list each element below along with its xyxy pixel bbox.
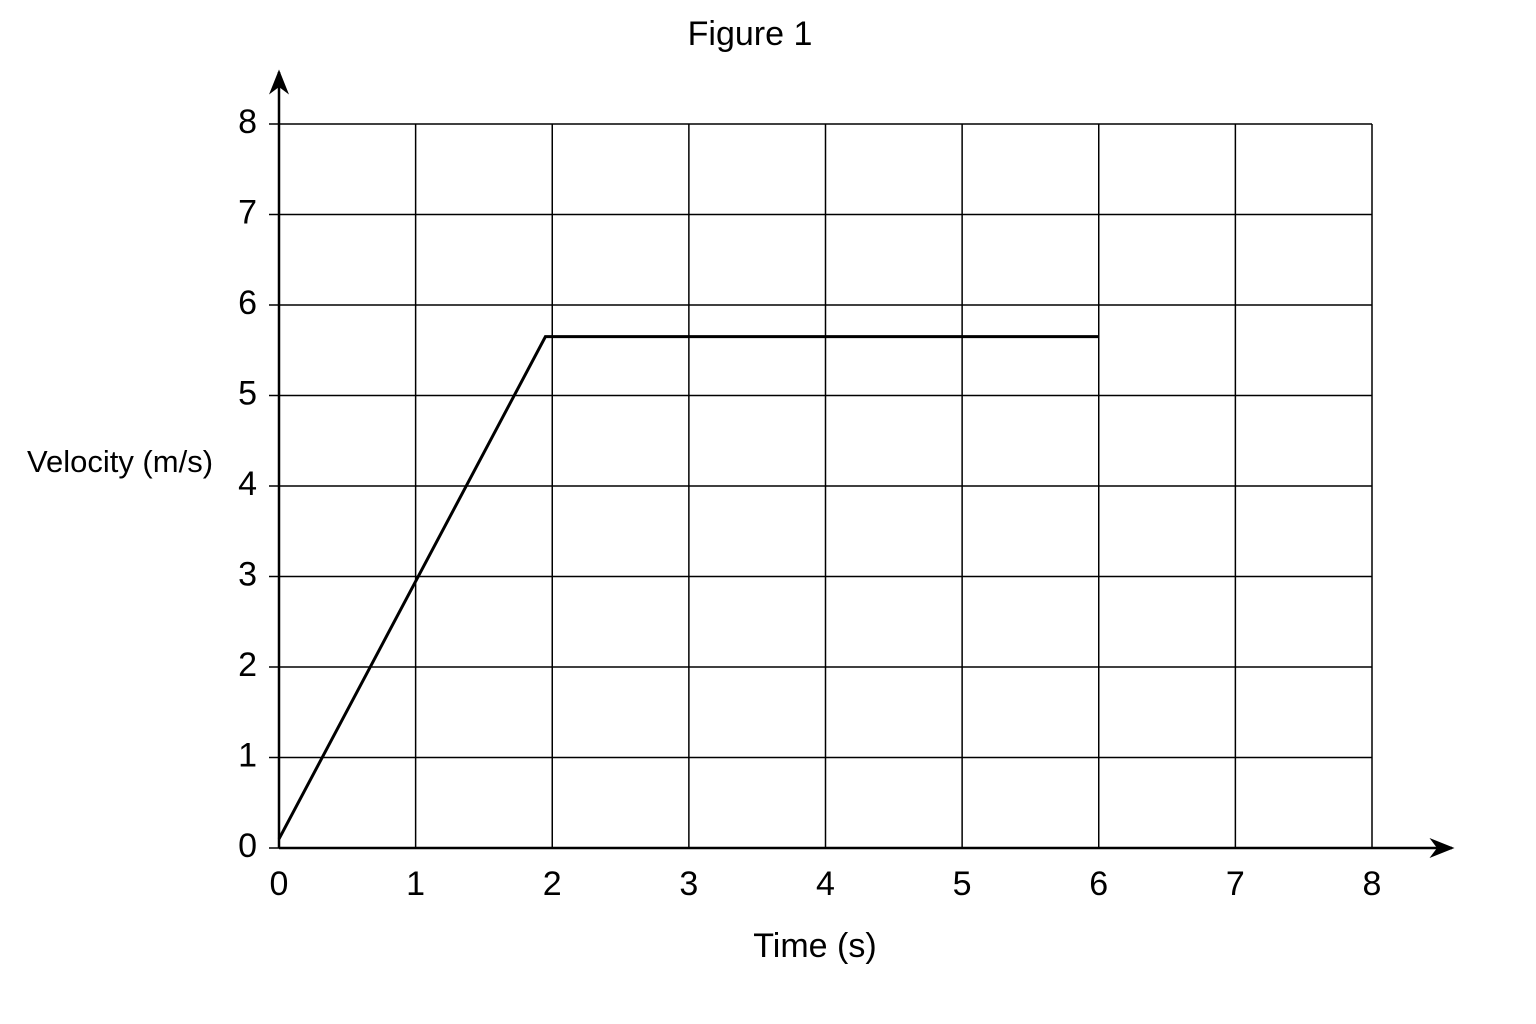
y-tick-label: 4	[238, 465, 257, 503]
x-axis-label: Time (s)	[753, 927, 876, 965]
y-tick-label: 7	[238, 193, 257, 231]
y-tick-label: 2	[238, 646, 257, 684]
x-tick-label: 3	[679, 865, 698, 903]
x-tick-label: 6	[1089, 865, 1108, 903]
y-tick-label: 0	[238, 827, 257, 865]
x-tick-label: 2	[543, 865, 562, 903]
x-tick-label: 4	[816, 865, 835, 903]
x-tick-label: 8	[1363, 865, 1382, 903]
data-line	[277, 335, 1099, 840]
x-tick-label: 7	[1226, 865, 1245, 903]
chart-title: Figure 1	[688, 15, 813, 53]
y-tick-label: 3	[238, 555, 257, 593]
x-tick-label: 5	[953, 865, 972, 903]
y-tick-label: 5	[238, 374, 257, 412]
x-tick-label: 0	[270, 865, 289, 903]
x-tick-label: 1	[406, 865, 425, 903]
y-tick-label: 6	[238, 284, 257, 322]
y-tick-label: 8	[238, 103, 257, 141]
y-axis-label: Velocity (m/s)	[27, 444, 213, 479]
y-tick-label: 1	[238, 736, 257, 774]
